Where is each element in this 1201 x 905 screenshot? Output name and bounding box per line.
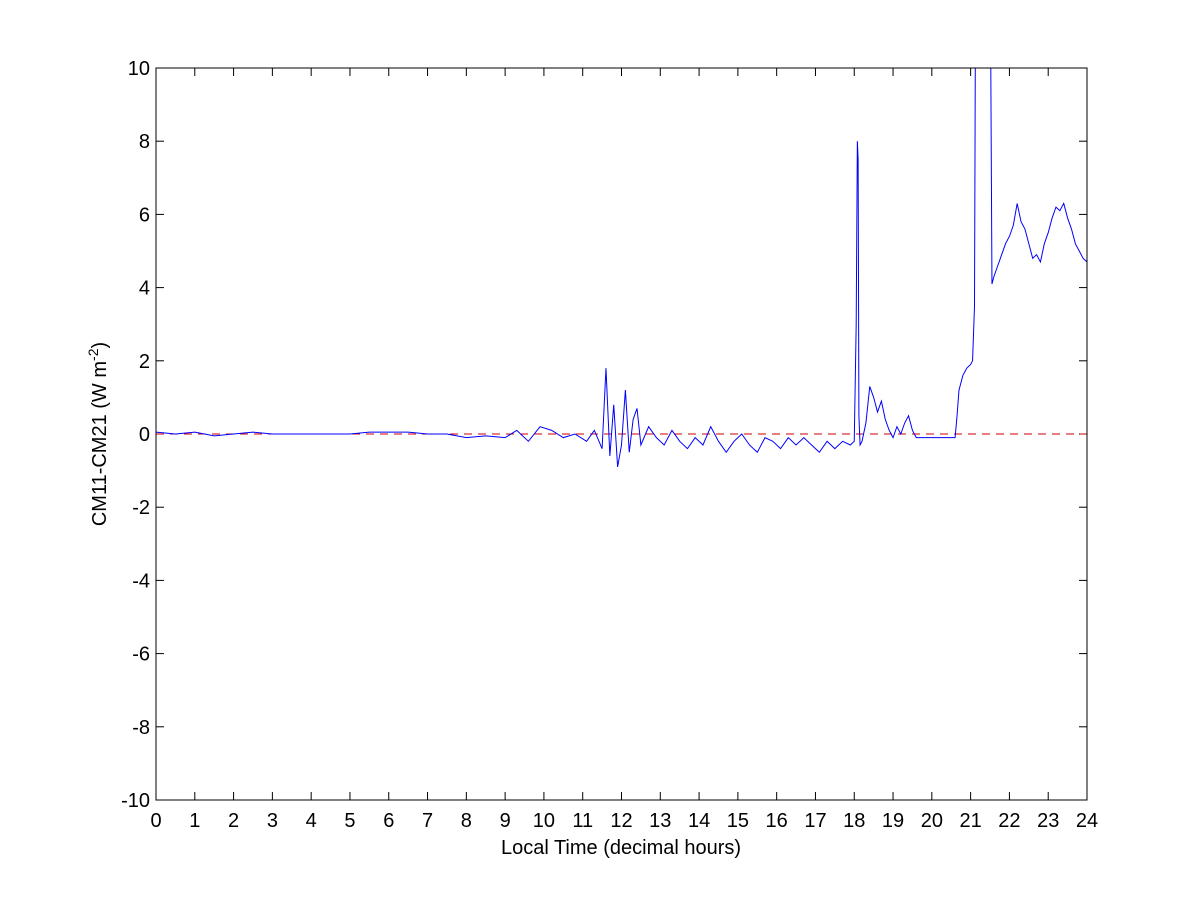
y-tick-label: -8 xyxy=(132,717,150,739)
y-tick-label: 10 xyxy=(128,58,150,80)
y-tick-label: -2 xyxy=(132,497,150,519)
y-tick-label: 4 xyxy=(139,278,150,300)
y-axis-ticks: -10 -8 -6 -4 -2 0 2 4 6 8 10 xyxy=(121,58,1087,812)
x-tick-label: 9 xyxy=(500,810,511,832)
x-tick-label: 20 xyxy=(921,810,943,832)
x-tick-label: 22 xyxy=(998,810,1020,832)
x-tick-label: 0 xyxy=(150,810,161,832)
x-tick-label: 3 xyxy=(267,810,278,832)
x-tick-label: 18 xyxy=(843,810,865,832)
x-axis-label: Local Time (decimal hours) xyxy=(501,837,741,859)
y-axis-label-superscript: -2 xyxy=(85,348,101,361)
x-tick-label: 13 xyxy=(649,810,671,832)
x-tick-label: 6 xyxy=(383,810,394,832)
y-tick-label: -10 xyxy=(121,790,150,812)
x-tick-label: 11 xyxy=(572,810,593,832)
x-tick-label: 8 xyxy=(461,810,472,832)
y-tick-label: -6 xyxy=(132,644,150,666)
x-tick-label: 7 xyxy=(422,810,433,832)
x-axis-ticks: 0 1 2 3 4 5 6 7 8 9 10 11 12 13 14 15 16 17 18 19 20 21 22 23 24 xyxy=(150,68,1098,832)
x-tick-label: 15 xyxy=(727,810,749,832)
y-tick-label: -4 xyxy=(132,570,150,592)
x-tick-label: 4 xyxy=(306,810,317,832)
y-axis-label-main: CM11-CM21 (W m xyxy=(89,361,111,526)
plot-frame xyxy=(155,67,1088,801)
x-tick-label: 12 xyxy=(610,810,632,832)
x-tick-label: 19 xyxy=(882,810,904,832)
x-tick-label: 17 xyxy=(804,810,826,832)
x-tick-label: 24 xyxy=(1076,810,1098,832)
x-tick-label: 1 xyxy=(189,810,200,832)
y-tick-label: 2 xyxy=(139,351,150,373)
x-tick-label: 14 xyxy=(688,810,710,832)
series-group xyxy=(156,68,1087,468)
x-tick-label: 21 xyxy=(960,810,982,832)
x-tick-label: 2 xyxy=(228,810,239,832)
y-axis-label-close: ) xyxy=(89,342,111,349)
x-tick-label: 5 xyxy=(344,810,355,832)
y-tick-label: 0 xyxy=(139,424,150,446)
x-tick-label: 10 xyxy=(533,810,555,832)
series-line xyxy=(156,68,1087,468)
y-axis-label: CM11-CM21 (W m-2) xyxy=(85,342,111,526)
x-tick-label: 23 xyxy=(1037,810,1059,832)
y-tick-label: 8 xyxy=(139,131,150,153)
y-tick-label: 6 xyxy=(139,204,150,226)
x-tick-label: 16 xyxy=(766,810,788,832)
